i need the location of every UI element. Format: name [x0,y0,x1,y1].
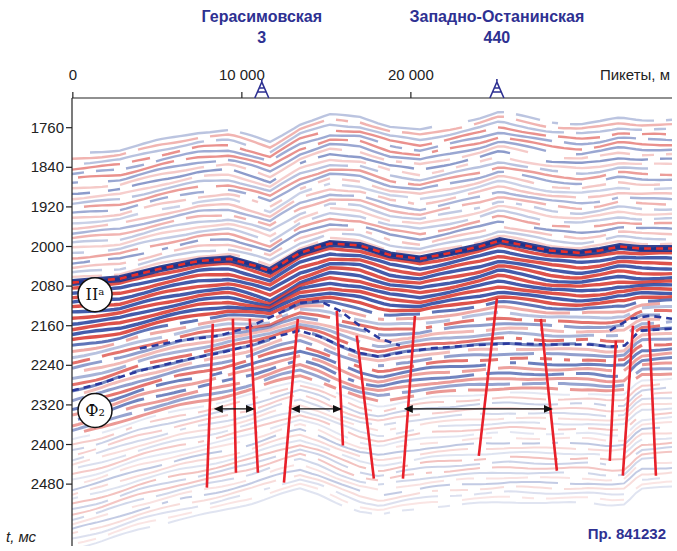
range-arrow [219,408,251,409]
horizon [72,329,672,391]
y-tick-label: 1840 [31,158,64,175]
y-tick-label: 1760 [31,119,64,136]
x-tick [410,92,411,98]
reflector [78,481,672,543]
fault [403,316,415,479]
y-tick-label: 2320 [31,396,64,413]
y-tick [66,325,72,326]
y-tick [66,404,72,405]
horizon [140,301,672,349]
fault [284,319,298,483]
well-number: 3 [257,29,266,46]
plot-area [72,112,672,546]
reflector [72,473,672,534]
horizon-label: IIᵃ [86,285,105,304]
x-tick [72,92,73,98]
y-tick-label: 2240 [31,356,64,373]
y-tick [66,365,72,366]
fault [610,341,616,461]
x-tick [241,92,242,98]
y-axis [71,98,72,546]
y-tick [66,246,72,247]
range-arrow [296,408,338,409]
chart: 1760 1840 1920 2000 2080 2160 2240 2320 2400 2480… [0,0,677,551]
fault [357,336,374,479]
x-tick-label: 0 [69,66,77,83]
x-tick-label: 20 000 [388,66,434,83]
reflector [72,206,672,247]
horizon-label: Ф₂ [85,401,105,420]
y-tick-label: 2160 [31,317,64,334]
y-axis-title: t, мс [6,528,37,545]
well-name: Герасимовская [202,8,323,25]
fault [207,324,213,488]
reflector [72,477,672,539]
well-derrick [490,79,504,98]
x-axis [72,97,672,98]
y-tick-label: 2400 [31,436,64,453]
y-tick [66,444,72,445]
y-tick [66,286,72,287]
fault [479,298,497,455]
y-tick [66,206,72,207]
fault [337,311,343,446]
y-tick [66,127,72,128]
derrick-shape [255,79,269,98]
seismic-texture [72,112,672,546]
reflector [72,176,672,217]
fault [649,321,656,476]
reflector [72,487,672,546]
well-number: 440 [484,29,511,46]
horizon-band [72,241,672,283]
horizon-label-circle [78,278,112,312]
y-tick-label: 2480 [31,475,64,492]
profile-label-bg [583,523,671,544]
fault [623,326,633,476]
y-tick-label: 2080 [31,277,64,294]
well-name: Западно-Останинская [410,8,585,25]
horizon [72,241,672,283]
y-tick [66,167,72,168]
horizon-label-circle [78,394,112,428]
derrick-shape [490,79,504,98]
profile-label: Пр. 841232 [588,525,666,542]
fault [541,319,557,471]
y-tick-label: 2000 [31,238,64,255]
range-arrow [409,408,549,409]
x-tick-label: 10 000 [219,66,265,83]
reflector [84,422,672,482]
y-tick [66,484,72,485]
fault [233,319,236,473]
fault [250,319,258,473]
plot-background [72,98,672,546]
well-derrick [255,79,269,98]
y-tick-label: 1920 [31,198,64,215]
x-axis-title: Пикеты, м [600,66,670,83]
